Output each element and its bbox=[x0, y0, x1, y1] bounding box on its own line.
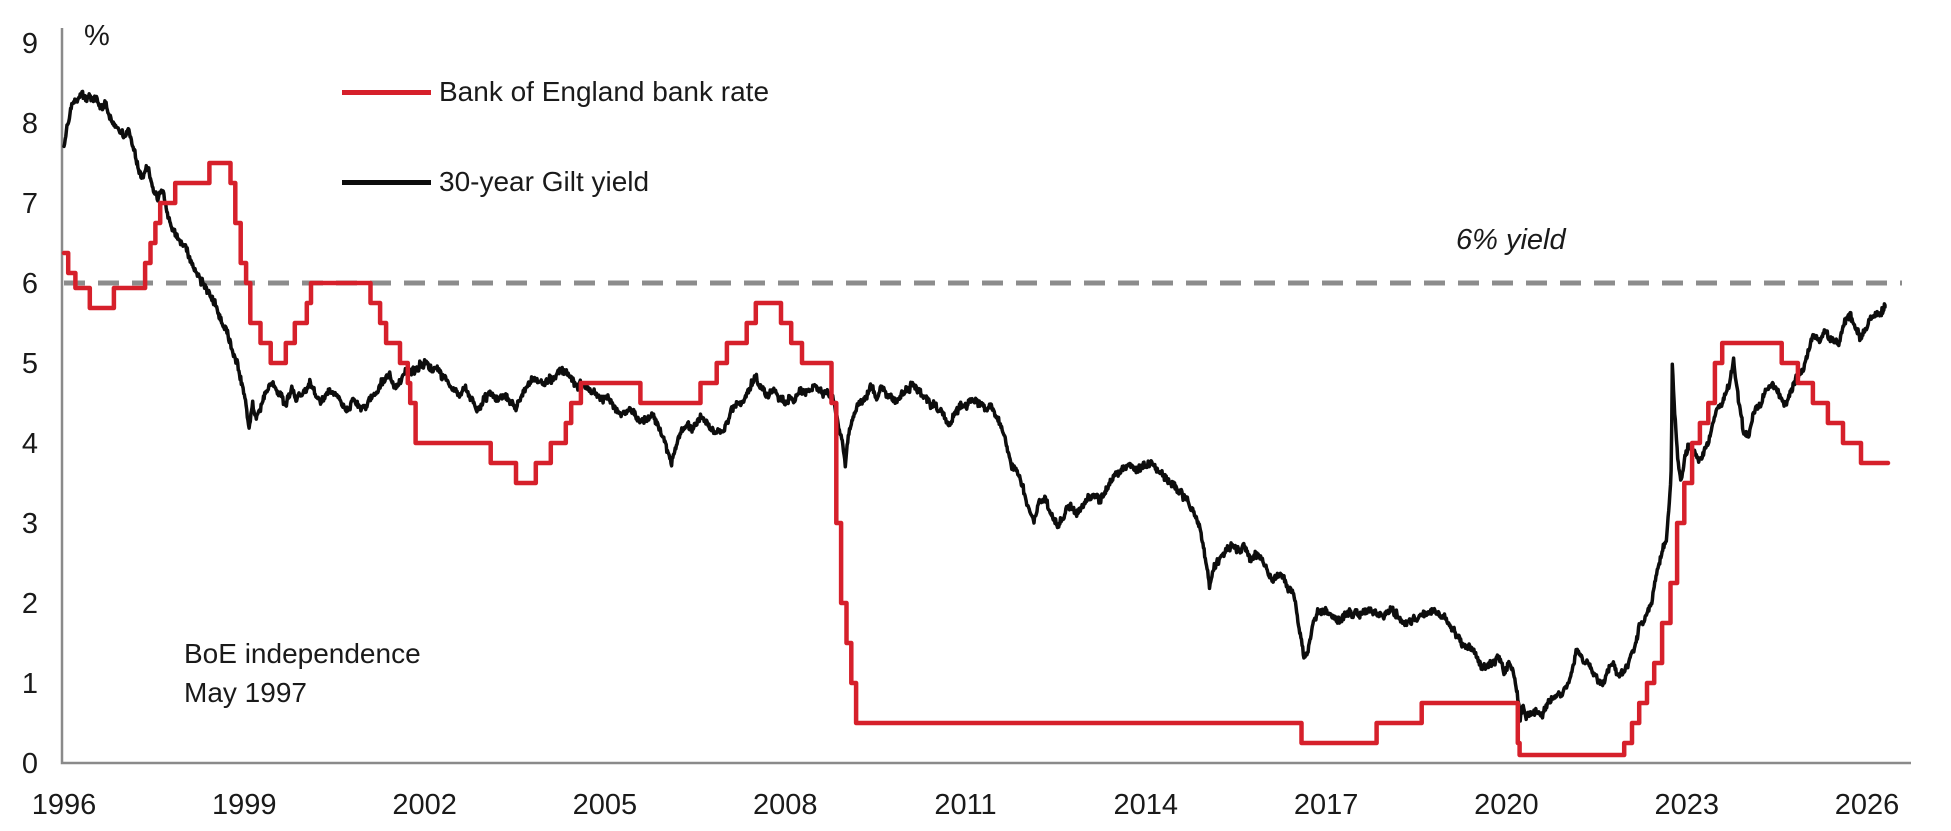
annotation-line-2: May 1997 bbox=[184, 677, 307, 708]
y-tick-label: 0 bbox=[22, 748, 38, 780]
x-tick-label: 2008 bbox=[753, 789, 818, 821]
y-tick-label: 2 bbox=[22, 588, 38, 620]
x-tick-label: 2026 bbox=[1835, 789, 1900, 821]
y-tick-label: 3 bbox=[22, 508, 38, 540]
x-tick-label: 2020 bbox=[1474, 789, 1539, 821]
y-tick-label: 1 bbox=[22, 668, 38, 700]
x-tick-label: 2011 bbox=[934, 789, 996, 821]
legend-line-gilt-yield-icon bbox=[342, 179, 431, 185]
axes bbox=[60, 28, 1911, 765]
legend-item-gilt-yield: 30-year Gilt yield bbox=[342, 166, 650, 197]
x-tick-label: 2014 bbox=[1114, 789, 1179, 821]
annotation-boe-independence: BoE independence May 1997 bbox=[184, 634, 421, 712]
x-tick-label: 1999 bbox=[212, 789, 277, 821]
reference-line-label: 6% yield bbox=[1456, 224, 1566, 256]
series-bank-rate-line bbox=[61, 160, 1891, 758]
y-tick-label: 9 bbox=[22, 28, 38, 60]
x-tick-label: 1996 bbox=[32, 789, 97, 821]
y-tick-label: 7 bbox=[22, 188, 38, 220]
x-tick-label: 2005 bbox=[573, 789, 638, 821]
x-tick-label: 2002 bbox=[392, 789, 457, 821]
y-tick-label: 5 bbox=[22, 348, 38, 380]
x-tick-label: 2023 bbox=[1654, 789, 1719, 821]
x-tick-label: 2017 bbox=[1294, 789, 1359, 821]
legend-line-bank-rate-icon bbox=[342, 89, 431, 95]
y-tick-label: 8 bbox=[22, 108, 38, 140]
y-axis-unit-label: % bbox=[84, 20, 110, 52]
series-gilt-yield-line bbox=[62, 89, 1887, 723]
annotation-line-1: BoE independence bbox=[184, 638, 421, 669]
y-tick-label: 6 bbox=[22, 268, 38, 300]
legend-label-bank-rate: Bank of England bank rate bbox=[439, 76, 770, 107]
y-tick-label: 4 bbox=[22, 428, 38, 460]
legend-label-gilt-yield: 30-year Gilt yield bbox=[439, 166, 650, 197]
legend-item-bank-rate: Bank of England bank rate bbox=[342, 76, 770, 107]
